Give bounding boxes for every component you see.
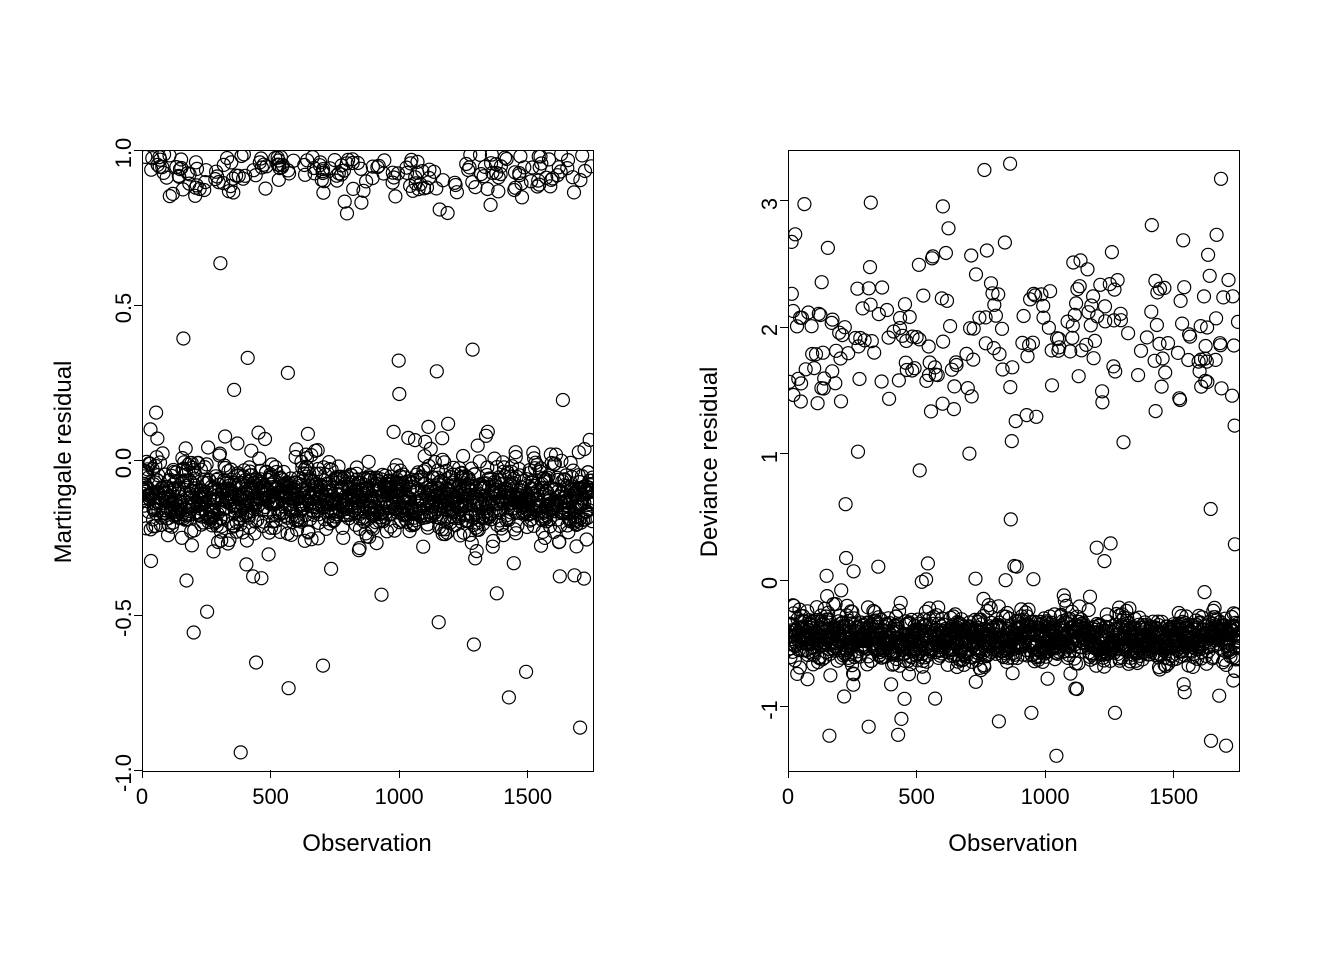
x-axis-label: Observation [142,830,592,858]
x-tick-label: 500 [887,784,947,810]
x-tick-label: 0 [758,784,818,810]
x-tick-label: 500 [241,784,301,810]
plot-area [142,150,594,772]
x-tick [788,770,789,778]
y-tick-label: 0.5 [111,288,137,328]
x-tick [270,770,271,778]
x-axis-label: Observation [788,830,1238,858]
x-tick [142,770,143,778]
x-tick [916,770,917,778]
x-tick [527,770,528,778]
y-tick-label: -0.5 [111,598,137,638]
y-tick-label: 2 [757,310,783,350]
y-tick-label: 1.0 [111,133,137,173]
y-tick-label: 1 [757,437,783,477]
plot-area [788,150,1240,772]
y-axis-label: Deviance residual [696,152,724,772]
y-tick-label: 3 [757,184,783,224]
x-tick [399,770,400,778]
scatter-svg [143,151,593,771]
y-tick-label: 0.0 [111,443,137,483]
y-tick-label: 0 [757,563,783,603]
x-tick-label: 1000 [369,784,429,810]
y-axis-label: Martingale residual [50,152,78,772]
x-tick [1173,770,1174,778]
y-tick-label: -1.0 [111,753,137,793]
x-tick-label: 1500 [498,784,558,810]
y-tick-label: -1 [757,690,783,730]
x-tick [1045,770,1046,778]
x-tick-label: 1000 [1015,784,1075,810]
figure-container: 050010001500-1.0-0.50.00.51.0Observation… [0,0,1344,960]
scatter-svg [789,151,1239,771]
x-tick-label: 1500 [1144,784,1204,810]
